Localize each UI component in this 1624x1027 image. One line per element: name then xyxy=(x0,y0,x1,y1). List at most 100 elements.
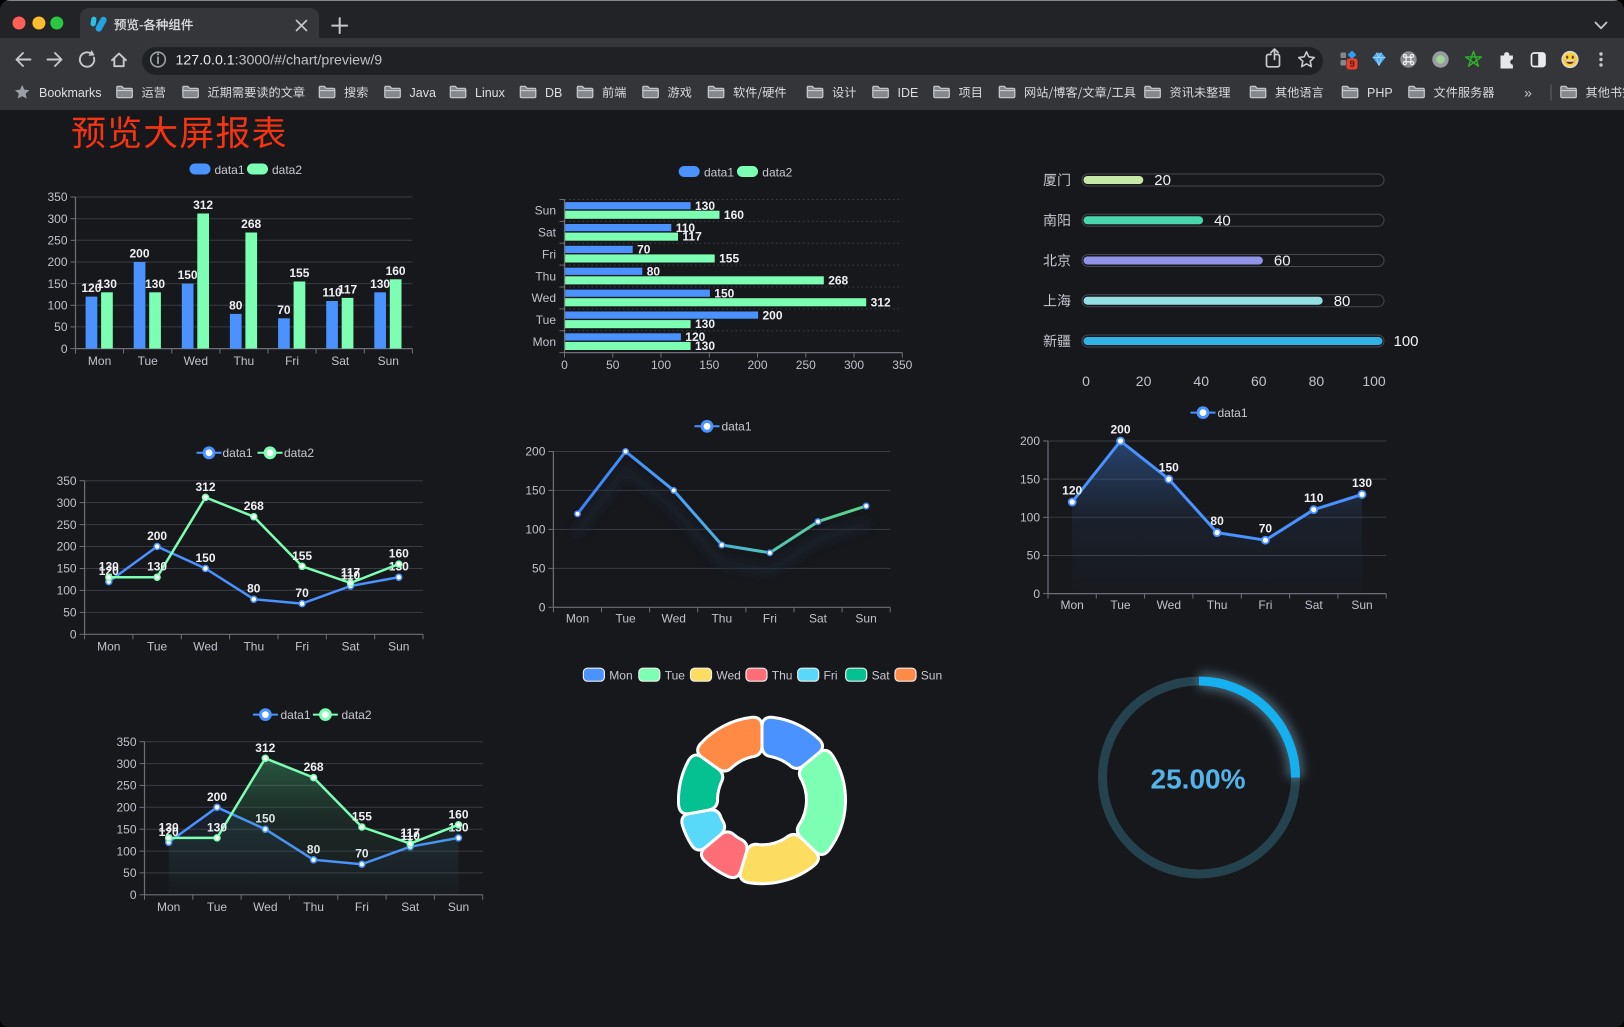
svg-text:100: 100 xyxy=(1394,333,1419,350)
svg-text:117: 117 xyxy=(341,566,361,580)
svg-text:Thu: Thu xyxy=(711,611,732,625)
svg-text:150: 150 xyxy=(57,562,77,576)
svg-text:Tue: Tue xyxy=(138,354,159,368)
svg-text:150: 150 xyxy=(116,822,136,836)
svg-text:Mon: Mon xyxy=(1061,598,1084,612)
svg-text:0: 0 xyxy=(1082,373,1090,389)
svg-text:Fri: Fri xyxy=(824,669,838,683)
svg-text:130: 130 xyxy=(1352,476,1372,490)
svg-text:130: 130 xyxy=(695,317,715,331)
svg-text:20: 20 xyxy=(1136,373,1152,389)
svg-text:Fri: Fri xyxy=(285,354,299,368)
svg-text:25.00%: 25.00% xyxy=(1151,763,1246,794)
svg-text:Tue: Tue xyxy=(536,313,557,327)
svg-text:300: 300 xyxy=(116,757,136,771)
svg-text:Wed: Wed xyxy=(716,669,740,683)
svg-text:120: 120 xyxy=(99,564,119,578)
svg-text:Sat: Sat xyxy=(1305,598,1324,612)
svg-text:Wed: Wed xyxy=(1157,598,1181,612)
svg-text:70: 70 xyxy=(637,243,651,257)
svg-text:130: 130 xyxy=(695,199,715,213)
svg-text:200: 200 xyxy=(747,358,767,372)
svg-text:Wed: Wed xyxy=(532,291,556,305)
svg-text:Sat: Sat xyxy=(401,900,420,914)
svg-text:150: 150 xyxy=(47,277,67,291)
svg-text:Sun: Sun xyxy=(855,611,876,625)
svg-text:150: 150 xyxy=(699,358,719,372)
svg-text:PHP: PHP xyxy=(1367,86,1393,100)
svg-text:117: 117 xyxy=(401,826,421,840)
svg-text:Fri: Fri xyxy=(1258,598,1272,612)
svg-text:130: 130 xyxy=(147,560,167,574)
svg-text:100: 100 xyxy=(525,523,545,537)
svg-text:155: 155 xyxy=(719,252,739,266)
svg-text:80: 80 xyxy=(647,265,661,279)
svg-text:80: 80 xyxy=(1309,373,1325,389)
svg-text:Thu: Thu xyxy=(234,354,255,368)
svg-text:Wed: Wed xyxy=(253,900,277,914)
svg-text:150: 150 xyxy=(525,484,545,498)
svg-text:160: 160 xyxy=(389,547,409,561)
svg-text:Tue: Tue xyxy=(615,611,636,625)
svg-text:80: 80 xyxy=(247,582,261,596)
svg-text:Mon: Mon xyxy=(88,354,111,368)
svg-text:Bookmarks: Bookmarks xyxy=(39,86,102,100)
svg-text:Fri: Fri xyxy=(355,900,369,914)
svg-text:250: 250 xyxy=(57,518,77,532)
svg-text:150: 150 xyxy=(714,286,734,300)
svg-text:100: 100 xyxy=(1020,511,1040,525)
svg-text:350: 350 xyxy=(116,735,136,749)
svg-text:40: 40 xyxy=(1214,213,1231,230)
svg-text:350: 350 xyxy=(47,190,67,204)
svg-text:0: 0 xyxy=(539,601,546,615)
svg-text:300: 300 xyxy=(47,212,67,226)
svg-text:data1: data1 xyxy=(722,420,752,434)
svg-text:Wed: Wed xyxy=(193,639,217,653)
svg-text:200: 200 xyxy=(57,540,77,554)
svg-text:110: 110 xyxy=(1304,491,1324,505)
svg-text:130: 130 xyxy=(159,820,179,834)
svg-text:200: 200 xyxy=(1110,423,1130,437)
svg-text:60: 60 xyxy=(1274,253,1291,270)
svg-text:9: 9 xyxy=(1349,59,1354,70)
svg-text:Mon: Mon xyxy=(609,669,632,683)
svg-text:268: 268 xyxy=(241,217,261,231)
svg-text:200: 200 xyxy=(129,247,149,261)
svg-text:Sun: Sun xyxy=(378,354,399,368)
svg-text:312: 312 xyxy=(871,295,891,309)
svg-text:130: 130 xyxy=(695,339,715,353)
svg-text:312: 312 xyxy=(193,198,213,212)
svg-text:0: 0 xyxy=(130,888,137,902)
svg-text:data1: data1 xyxy=(215,163,245,177)
svg-text:80: 80 xyxy=(229,298,243,312)
svg-text:80: 80 xyxy=(1210,514,1224,528)
svg-text:data1: data1 xyxy=(281,708,311,722)
svg-text:200: 200 xyxy=(207,790,227,804)
svg-text:Tue: Tue xyxy=(665,669,686,683)
svg-text:268: 268 xyxy=(244,499,264,513)
svg-text:200: 200 xyxy=(147,529,167,543)
svg-text:data1: data1 xyxy=(223,446,253,460)
svg-text:160: 160 xyxy=(724,208,744,222)
svg-text:350: 350 xyxy=(892,358,912,372)
svg-text:117: 117 xyxy=(682,230,702,244)
svg-text:Thu: Thu xyxy=(535,269,556,283)
svg-text:IDE: IDE xyxy=(898,86,919,100)
svg-text:Thu: Thu xyxy=(1207,598,1228,612)
svg-text:70: 70 xyxy=(277,303,291,317)
svg-text:110: 110 xyxy=(322,286,342,300)
svg-text:Thu: Thu xyxy=(303,900,324,914)
svg-text:200: 200 xyxy=(763,308,783,322)
svg-text:200: 200 xyxy=(1020,434,1040,448)
svg-text:110: 110 xyxy=(341,569,361,583)
svg-text:130: 130 xyxy=(207,820,227,834)
svg-text:0: 0 xyxy=(61,342,68,356)
svg-text:Fri: Fri xyxy=(763,611,777,625)
svg-text:Sat: Sat xyxy=(538,226,557,240)
svg-text:data1: data1 xyxy=(704,165,734,179)
svg-text:»: » xyxy=(1524,85,1532,101)
svg-text:Linux: Linux xyxy=(475,86,506,100)
svg-text:50: 50 xyxy=(606,358,620,372)
svg-text:110: 110 xyxy=(401,829,421,843)
svg-text:120: 120 xyxy=(1062,484,1082,498)
